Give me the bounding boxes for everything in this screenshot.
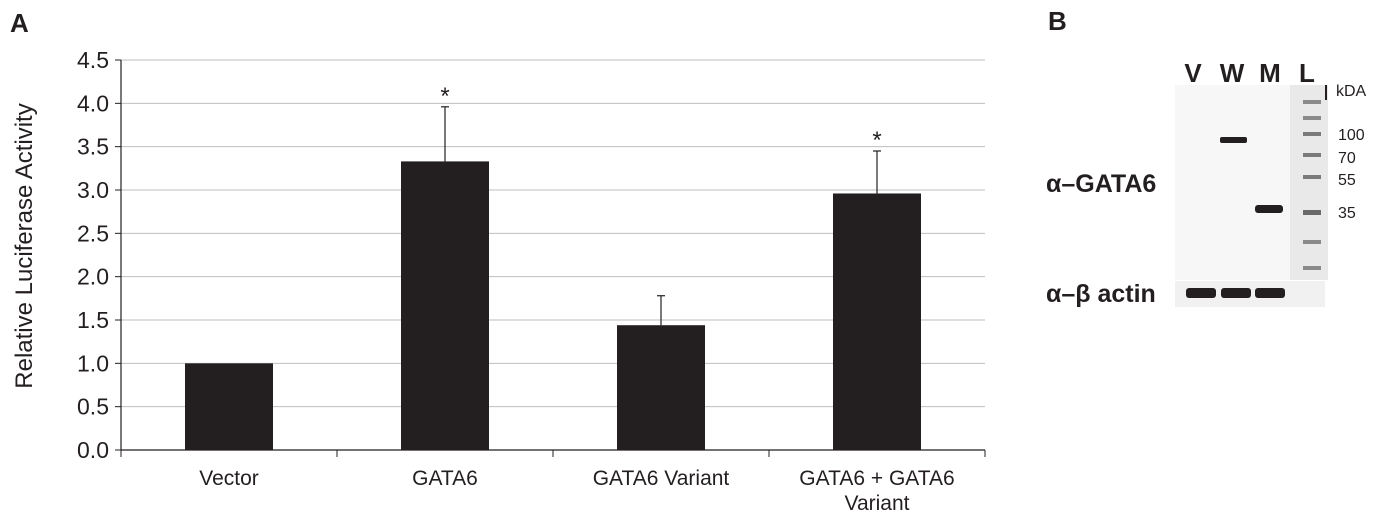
antibody-label-actin: α–β actin: [1046, 280, 1156, 308]
x-axis: [120, 60, 986, 457]
y-tick-label: 3.5: [77, 134, 109, 160]
ladder-band: [1303, 210, 1321, 215]
y-tick-label: 3.0: [77, 177, 109, 203]
band-actin-m: [1255, 288, 1285, 298]
marker-70: 70: [1338, 150, 1356, 167]
band-actin-w: [1221, 288, 1251, 298]
bar: [617, 325, 705, 450]
lane-label-v: V: [1184, 58, 1202, 88]
bars: [185, 161, 921, 450]
ladder-band: [1303, 175, 1321, 179]
y-tick-label: 4.5: [77, 47, 109, 73]
y-tick-label: 0.5: [77, 394, 109, 420]
marker-55: 55: [1338, 172, 1356, 189]
category-label: Vector: [199, 467, 259, 490]
band-actin-v: [1186, 288, 1216, 298]
bar-chart: 0.0 0.5 1.0 1.5 2.0 2.5 3.0 3.5 4.0 4.5 Relative …: [11, 47, 986, 515]
category-label: GATA6 Variant: [593, 467, 730, 490]
western-blot: V W M L kDA 100 70 55 35 α–GATA6 α–β act…: [1046, 58, 1367, 308]
antibody-label-gata6: α–GATA6: [1046, 170, 1156, 198]
ladder-band: [1303, 100, 1321, 104]
category-label: Variant: [845, 492, 910, 515]
y-axis-label: Relative Luciferase Activity: [11, 103, 38, 388]
panel-label-b: B: [1048, 6, 1067, 36]
category-label: GATA6: [412, 467, 478, 490]
ladder-lane: [1290, 85, 1328, 280]
error-bars: [441, 106, 881, 326]
ladder-band: [1303, 266, 1321, 270]
bar: [833, 193, 921, 450]
significance-markers: **: [440, 83, 881, 154]
y-tick-label: 4.0: [77, 90, 109, 116]
y-tick-label: 0.0: [77, 437, 109, 463]
lane-label-w: W: [1220, 58, 1245, 88]
y-tick-label: 1.5: [77, 307, 109, 333]
y-tick-label: 2.0: [77, 264, 109, 290]
band-variant-gata6: [1255, 205, 1283, 213]
significance-star: *: [440, 83, 449, 110]
marker-35: 35: [1338, 205, 1356, 222]
bar: [185, 363, 273, 450]
unit-label: kDA: [1336, 83, 1367, 100]
antibody-actin-prefix: α–β: [1046, 280, 1091, 308]
category-label: GATA6 + GATA6: [799, 467, 954, 490]
ladder-band: [1303, 132, 1321, 136]
lane-label-m: M: [1259, 58, 1281, 88]
y-tick-label: 2.5: [77, 220, 109, 246]
lane-label-l: L: [1299, 58, 1315, 88]
y-tick-labels: 0.0 0.5 1.0 1.5 2.0 2.5 3.0 3.5 4.0 4.5: [77, 47, 121, 463]
ladder-band: [1303, 153, 1321, 157]
ladder-band: [1303, 240, 1321, 244]
marker-100: 100: [1338, 127, 1365, 144]
category-labels: Vector GATA6 GATA6 Variant GATA6 + GATA6Var…: [199, 467, 954, 515]
antibody-actin-suffix: actin: [1091, 280, 1156, 308]
ladder-band: [1303, 116, 1321, 120]
y-tick-label: 1.0: [77, 350, 109, 376]
band-wt-gata6: [1220, 137, 1247, 143]
panel-label-a: A: [10, 8, 29, 38]
bar: [401, 161, 489, 450]
significance-star: *: [872, 127, 881, 154]
